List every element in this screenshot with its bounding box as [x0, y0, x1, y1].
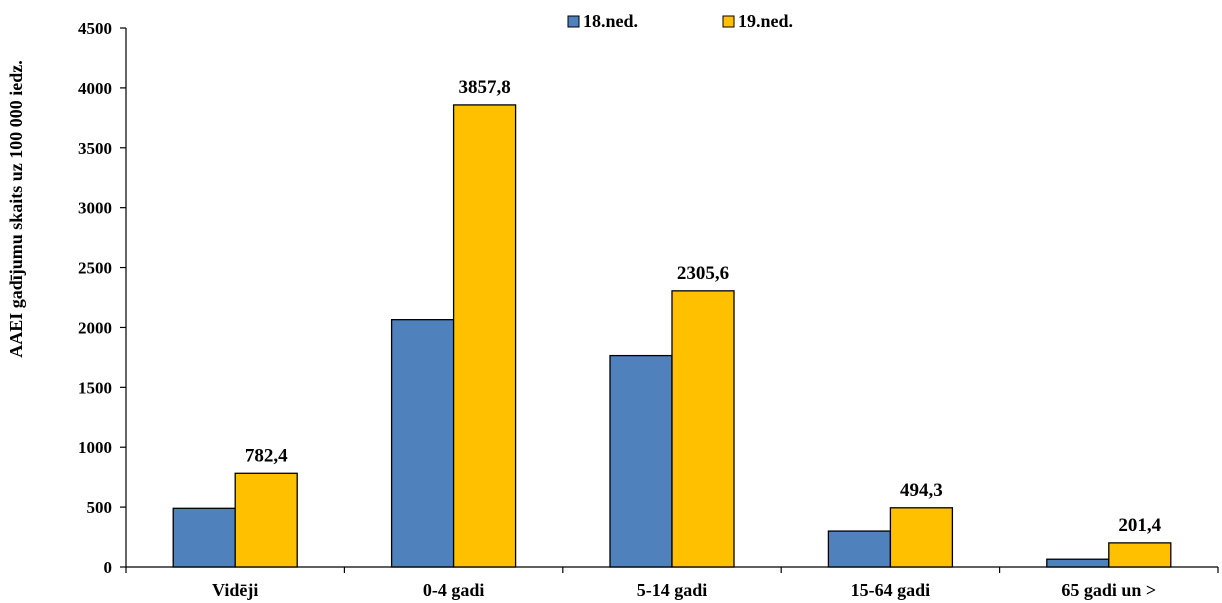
y-axis: 0 500 1000 1500 2000 2500 3000 3500 4000 4500 [78, 19, 127, 577]
x-category-label: Vidēji [212, 580, 258, 600]
bar-week19 [234, 472, 298, 568]
legend: 18.ned. 19.ned. [567, 11, 793, 31]
legend-label: 19.ned. [738, 11, 793, 31]
y-axis-title: AAEI gadījumu skaits uz 100 000 iedz. [6, 60, 26, 358]
bars [172, 104, 1172, 568]
bar-week19 [889, 507, 954, 568]
data-label: 2305,6 [677, 263, 729, 284]
y-tick-label: 3000 [78, 199, 112, 218]
y-tick-label: 500 [87, 498, 113, 517]
x-category-label: 65 gadi un > [1061, 580, 1156, 600]
data-label: 3857,8 [458, 77, 510, 98]
x-category-label: 0-4 gadi [423, 580, 485, 600]
y-tick-label: 1500 [78, 378, 112, 397]
y-tick-label: 4000 [78, 79, 112, 98]
data-label: 782,4 [245, 445, 288, 466]
bar-week18 [172, 507, 236, 568]
y-tick-label: 0 [104, 558, 113, 577]
y-tick-label: 4500 [78, 19, 112, 38]
bar-week18 [827, 530, 892, 568]
x-category-label: 5-14 gadi [637, 580, 708, 600]
bar-week19 [452, 104, 517, 568]
y-tick-label: 1000 [78, 438, 112, 457]
bar-week18 [1046, 558, 1110, 568]
y-tick-label: 2000 [78, 318, 112, 337]
legend-swatch [722, 15, 735, 28]
data-label: 494,3 [900, 480, 943, 501]
legend-swatch [567, 15, 580, 28]
data-label: 201,4 [1118, 515, 1161, 536]
x-category-label: 15-64 gadi [851, 580, 931, 600]
bar-week18 [609, 354, 673, 568]
x-axis: Vidēji 0-4 gadi 5-14 gadi 15-64 gadi 65 gadi… [125, 566, 1219, 600]
bar-week19 [671, 290, 735, 568]
y-tick-label: 2500 [78, 259, 112, 278]
bar-week19 [1108, 542, 1172, 568]
legend-label: 18.ned. [583, 11, 638, 31]
data-labels: 782,4 3857,8 2305,6 494,3 201,4 [245, 77, 1162, 536]
bar-week18 [390, 319, 455, 568]
y-tick-label: 3500 [78, 139, 112, 158]
